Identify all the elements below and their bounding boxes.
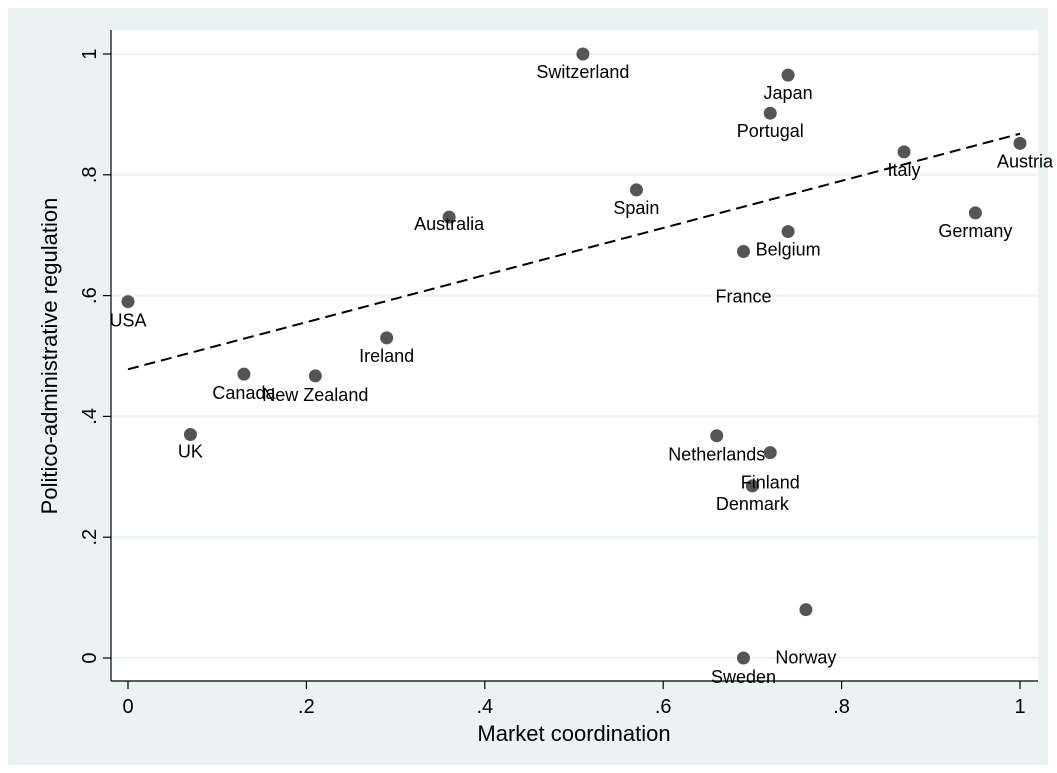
point-germany [968,206,982,220]
point-france [736,245,750,259]
y-tick-label-4: .8 [79,166,101,183]
point-label: Norway [775,648,836,668]
point-label: Ireland [359,346,414,366]
point-label: Denmark [716,494,790,514]
y-tick-label-0: 0 [79,652,101,663]
y-axis-title: Politico-administrative regulation [37,198,62,515]
data-points [121,47,1027,665]
point-label: Austria [997,151,1054,171]
point-austria [1013,136,1027,150]
x-tick-label-3: .6 [655,696,672,718]
x-tick-label-1: .2 [298,696,315,718]
point-norway [799,603,813,617]
x-tick-label-2: .4 [476,696,493,718]
fit-line [127,132,1021,371]
point-canada [237,367,251,381]
point-label: New Zealand [262,385,368,405]
point-australia [442,210,456,224]
y-tick-label-5: 1 [79,48,101,59]
point-denmark [745,479,759,493]
point-italy [897,145,911,159]
point-label: Finland [741,473,800,493]
point-switzerland [576,47,590,61]
point-ireland [380,331,394,345]
x-tick-label-4: .8 [833,696,850,718]
point-sweden [736,651,750,665]
point-label: Canada [212,383,276,403]
point-japan [781,68,795,82]
point-label: Spain [613,198,659,218]
point-usa [121,295,135,309]
point-spain [629,183,643,197]
point-label: UK [178,442,203,462]
x-axis-title: Market coordination [477,721,670,746]
point-finland [763,446,777,460]
gridlines [111,53,1038,659]
y-tick-label-1: .2 [79,529,101,546]
point-portugal [763,106,777,120]
x-tick-label-5: 1 [1014,696,1025,718]
point-label: Germany [938,221,1012,241]
axes [110,30,1038,682]
plot-area [111,30,1038,681]
point-new-zealand [308,369,322,383]
point-label: Portugal [737,121,804,141]
y-tick-label-3: .6 [79,287,101,304]
point-label: Sweden [711,667,776,687]
point-belgium [781,225,795,239]
point-label: Italy [888,160,921,180]
point-netherlands [710,429,724,443]
y-axis-ticks: 0 .2 .4 .6 .8 1 [79,48,111,664]
point-label: Belgium [756,240,821,260]
point-label: Japan [764,83,813,103]
point-label: Switzerland [536,62,629,82]
point-uk [183,428,197,442]
point-label: USA [109,311,146,331]
x-axis-ticks: 0 .2 .4 .6 .8 1 [122,681,1026,718]
point-label: Netherlands [668,445,765,465]
point-label: France [715,287,771,307]
point-label: Australia [414,214,485,234]
x-tick-label-0: 0 [122,696,133,718]
y-tick-label-2: .4 [79,408,101,425]
